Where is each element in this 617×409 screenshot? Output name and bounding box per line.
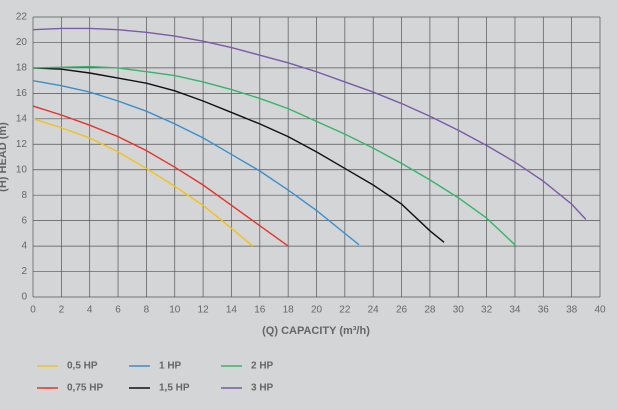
x-tick-label: 38 <box>566 305 578 316</box>
x-tick-label: 10 <box>169 305 181 316</box>
x-tick-label: 16 <box>254 305 266 316</box>
x-tick-label: 14 <box>226 305 238 316</box>
series-line <box>32 79 360 246</box>
y-tick-label: 14 <box>16 113 28 124</box>
x-tick-label: 0 <box>30 305 36 316</box>
y-tick-label: 4 <box>21 241 27 252</box>
y-tick-label: 22 <box>16 12 28 23</box>
x-tick-label: 32 <box>481 305 493 316</box>
legend-label: 1,5 HP <box>159 383 190 394</box>
x-tick-label: 4 <box>87 305 93 316</box>
y-tick-label: 6 <box>21 215 27 226</box>
legend-label: 1 HP <box>159 361 182 372</box>
legend-label: 0,5 HP <box>67 361 98 372</box>
x-tick-label: 20 <box>311 305 323 316</box>
x-tick-label: 26 <box>396 305 408 316</box>
x-tick-label: 40 <box>594 305 606 316</box>
x-tick-label: 28 <box>424 305 436 316</box>
y-tick-label: 10 <box>16 164 28 175</box>
x-tick-label: 22 <box>339 305 351 316</box>
y-tick-label: 16 <box>16 88 28 99</box>
y-tick-label: 2 <box>21 266 27 277</box>
y-tick-label: 18 <box>16 63 28 74</box>
y-tick-label: 12 <box>16 139 28 150</box>
x-tick-label: 34 <box>509 305 521 316</box>
series-line <box>32 118 254 247</box>
y-tick-label: 20 <box>16 37 28 48</box>
x-tick-label: 2 <box>59 305 65 316</box>
x-tick-label: 12 <box>198 305 210 316</box>
x-tick-label: 30 <box>453 305 465 316</box>
series-line <box>32 67 445 243</box>
legend-label: 3 HP <box>251 383 274 394</box>
x-tick-label: 36 <box>538 305 550 316</box>
y-tick-label: 8 <box>21 190 27 201</box>
x-tick-label: 6 <box>115 305 121 316</box>
x-tick-label: 24 <box>368 305 380 316</box>
series-line <box>32 65 516 246</box>
x-axis-label: (Q) CAPACITY (m³/h) <box>262 325 370 337</box>
y-tick-label: 0 <box>21 292 27 303</box>
y-axis-label: (H) HEAD (m) <box>0 122 9 192</box>
legend-label: 0,75 HP <box>67 383 103 394</box>
series-line <box>32 105 289 247</box>
legend-label: 2 HP <box>251 361 274 372</box>
x-tick-label: 8 <box>144 305 150 316</box>
x-tick-label: 18 <box>283 305 295 316</box>
series-line <box>32 27 587 220</box>
